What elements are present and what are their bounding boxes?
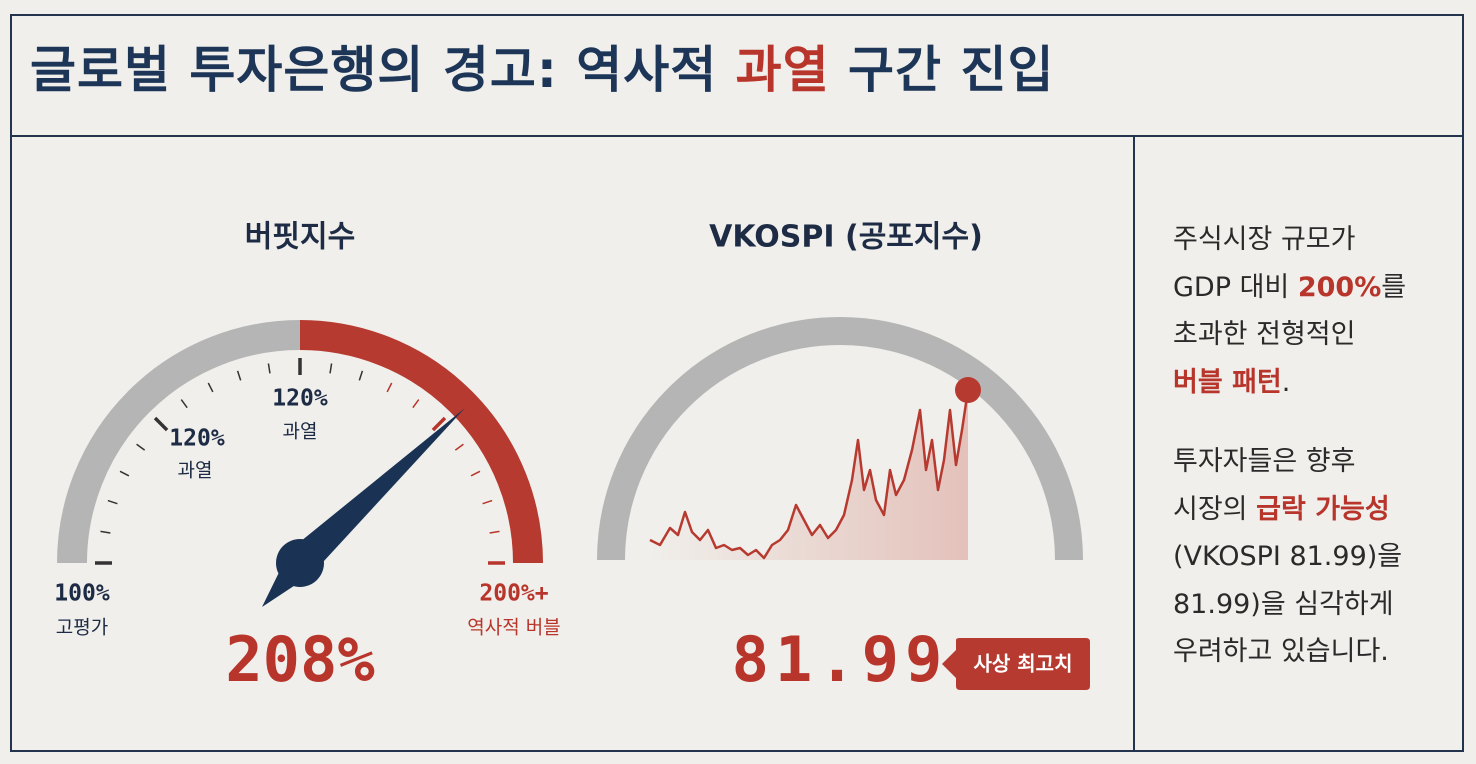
sparkline (649, 389, 970, 560)
gauge-caption: 역사적 버블 (467, 617, 560, 639)
gauge-ticks (95, 358, 505, 565)
gauge-tick (107, 499, 118, 505)
gauge-tick (358, 370, 364, 381)
gauge-tick (267, 363, 271, 374)
sparkline-peak (955, 377, 981, 403)
text-line: 시장의 급락 가능성 (1173, 486, 1406, 534)
divider (10, 135, 1464, 137)
gauge-hub (276, 539, 324, 587)
text: 주식시장 규모가 (1173, 224, 1356, 255)
gauge-caption: 고평가 (56, 617, 108, 639)
sparkline-area (650, 390, 968, 560)
gauge-tick (431, 416, 447, 432)
title-text: 구간 진입 (829, 41, 1055, 99)
gauge-tick (100, 530, 111, 534)
text: 81.99)을 심각하게 (1173, 588, 1394, 620)
emphasis: 200% (1297, 271, 1382, 303)
title-highlight: 과열 (735, 41, 830, 99)
text-line: 초과한 전형적인 (1173, 311, 1406, 359)
gauge-caption: 과열 (283, 421, 318, 443)
gauge-tick (329, 363, 333, 374)
text: 시장의 (1173, 493, 1257, 525)
text-line: 우려하고 있습니다. (1173, 628, 1406, 676)
text-line: 81.99)을 심각하게 (1173, 581, 1406, 629)
text: 우려하고 있습니다. (1173, 636, 1389, 667)
text: GDP 대비 (1173, 271, 1298, 303)
text: . (1281, 366, 1291, 398)
gauge-tick (236, 370, 242, 381)
text: 를 (1381, 271, 1407, 303)
gauge-value: 208% (225, 623, 374, 696)
gauges: 버핏지수 100% 고평가 120% 과열 120% 과열 200%+ 역사적 … (54, 220, 1090, 696)
gauge-tick (386, 382, 393, 393)
gauge-title: 버핏지수 (245, 220, 355, 255)
gauge-tick (153, 416, 169, 432)
text-line: 버블 패턴. (1173, 359, 1406, 407)
title-text: 글로벌 투자은행의 경고: 역사적 (30, 41, 736, 99)
gauge-tick (454, 443, 464, 451)
gauge-tick (136, 443, 146, 451)
page-title: 글로벌 투자은행의 경고: 역사적 과열 구간 진입 (30, 30, 1054, 102)
vkospi-title: VKOSPI (공포지수) (709, 220, 983, 255)
emphasis: 버블 패턴 (1173, 366, 1282, 398)
gauge-tick (207, 382, 214, 393)
frame (10, 14, 1464, 752)
gauge-label: 120% (272, 386, 328, 412)
gauge-arc-hot (299, 320, 543, 564)
gauge-tick (412, 399, 420, 409)
gauge-tick (482, 499, 493, 505)
text-line: GDP 대비 200%를 (1173, 264, 1406, 312)
emphasis: 급락 가능성 (1256, 493, 1390, 525)
gauge-arc (57, 320, 301, 564)
text-line: 투자자들은 향후 (1173, 438, 1406, 486)
vkospi-arc (597, 317, 1083, 561)
gauge-tick (119, 470, 130, 477)
text: 초과한 전형적인 (1173, 319, 1356, 350)
gauge-caption: 과열 (178, 460, 213, 482)
vkospi-value: 81.99 (732, 623, 949, 696)
text: (VKOSPI 81.99)을 (1173, 541, 1403, 572)
gauge-label: 200%+ (479, 581, 548, 607)
badge (942, 638, 1090, 690)
text-line: 주식시장 규모가 (1173, 216, 1406, 264)
badge-text: 사상 최고치 (974, 652, 1073, 676)
gauge-tick (470, 470, 481, 477)
gauge-tick (489, 530, 500, 534)
gauge-label: 100% (54, 581, 110, 607)
text: 투자자들은 향후 (1173, 446, 1356, 477)
gauge-tick (180, 399, 188, 409)
text-line: (VKOSPI 81.99)을 (1173, 533, 1406, 581)
gauge-label: 120% (169, 426, 225, 452)
divider (1133, 136, 1135, 752)
